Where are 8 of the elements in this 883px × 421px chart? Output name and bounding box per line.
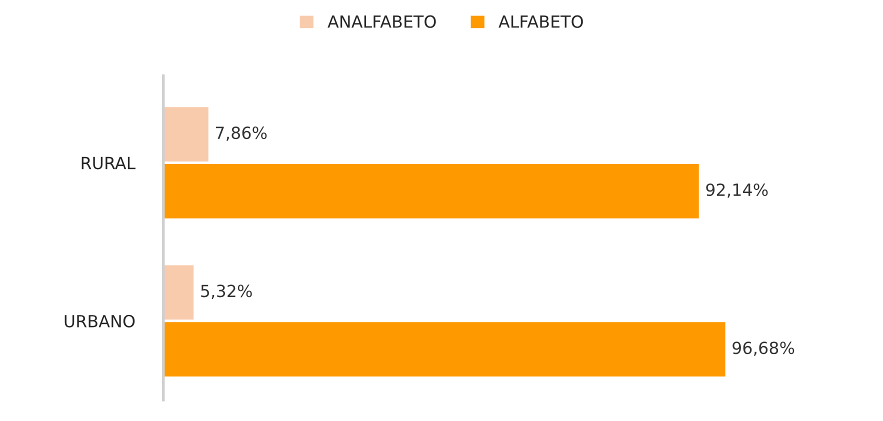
legend-label: ANALFABETO [328, 15, 436, 28]
y-tick-label: RURAL [82, 156, 136, 170]
data-label: 5,32% [201, 284, 252, 299]
data-label: 92,14% [706, 183, 768, 198]
data-label: 96,68% [732, 342, 794, 356]
data-label: 7,86% [216, 126, 267, 141]
legend-label: ALFABETO [498, 15, 583, 28]
y-tick-label: URBANO [64, 314, 135, 328]
